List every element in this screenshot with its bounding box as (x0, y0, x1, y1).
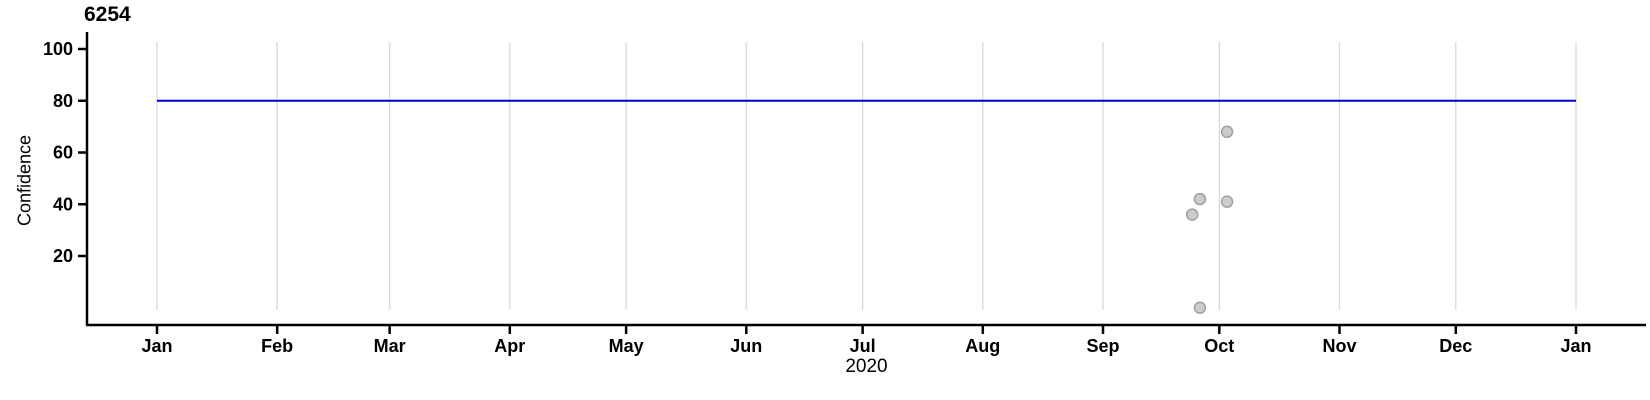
y-tick-label: 60 (53, 143, 73, 163)
x-tick-label: Apr (494, 336, 525, 356)
x-tick-label: Aug (965, 336, 1000, 356)
x-tick-label: Mar (374, 336, 406, 356)
x-tick-label: Nov (1322, 336, 1356, 356)
data-point (1193, 301, 1207, 314)
data-point (1193, 192, 1207, 206)
y-tick-label: 80 (53, 91, 73, 111)
x-tick-label: May (609, 336, 644, 356)
x-tick-label: Jun (730, 336, 762, 356)
data-point (1220, 195, 1234, 208)
y-tick-label: 100 (43, 39, 73, 59)
chart-title: 6254 (84, 3, 131, 26)
x-tick-label: Feb (261, 336, 293, 356)
x-tick-label: Dec (1439, 336, 1472, 356)
x-tick-label: Jul (850, 336, 876, 356)
y-axis-label: Confidence (14, 134, 35, 227)
x-tick-label: Sep (1086, 336, 1119, 356)
data-point (1220, 125, 1234, 139)
x-tick-label: Oct (1204, 336, 1234, 356)
x-axis-label: 2020 (845, 356, 888, 377)
x-tick-label: Jan (141, 336, 172, 356)
data-point (1185, 208, 1199, 221)
x-tick-label: Jan (1560, 336, 1591, 356)
y-tick-label: 20 (53, 246, 73, 266)
y-tick-label: 40 (53, 194, 73, 214)
